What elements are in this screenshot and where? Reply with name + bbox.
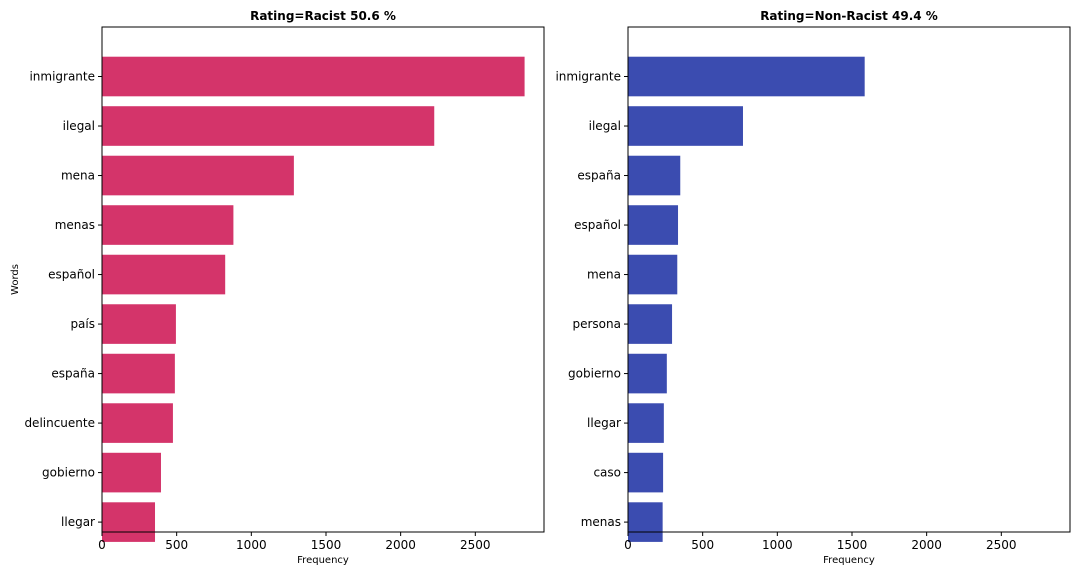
y-tick-label: caso bbox=[593, 466, 621, 480]
x-tick-label: 500 bbox=[691, 538, 714, 552]
y-tick-label: mena bbox=[587, 268, 621, 282]
plot-frame bbox=[627, 26, 1071, 533]
bar-mena bbox=[102, 155, 294, 196]
y-tick-label: inmigrante bbox=[555, 70, 621, 84]
bar-español bbox=[102, 254, 226, 295]
y-tick-label: menas bbox=[581, 515, 621, 529]
bar-persona bbox=[628, 304, 673, 344]
y-axis-label: Words bbox=[10, 264, 21, 295]
y-tick-label: llegar bbox=[587, 416, 621, 430]
bar-menas bbox=[102, 205, 234, 245]
bar-mena bbox=[628, 254, 678, 295]
x-tick-label: 2000 bbox=[911, 538, 942, 552]
y-tick-label: gobierno bbox=[568, 367, 621, 381]
x-tick-label: 0 bbox=[98, 538, 106, 552]
y-tick-label: menas bbox=[55, 218, 95, 232]
bar-inmigrante bbox=[102, 56, 525, 97]
x-tick-label: 1500 bbox=[837, 538, 868, 552]
chart-title: Rating=Racist 50.6 % bbox=[250, 9, 396, 23]
bar-delincuente bbox=[102, 403, 173, 443]
bar-país bbox=[102, 304, 176, 344]
bar-menas bbox=[628, 502, 663, 542]
bar-inmigrante bbox=[628, 56, 865, 97]
y-tick-label: llegar bbox=[61, 515, 95, 529]
y-tick-label: gobierno bbox=[42, 466, 95, 480]
y-tick-label: país bbox=[70, 317, 95, 331]
plot-frame bbox=[101, 26, 545, 533]
x-axis-label: Frequency bbox=[823, 555, 875, 566]
y-tick-label: inmigrante bbox=[29, 70, 95, 84]
x-tick-label: 0 bbox=[624, 538, 632, 552]
y-tick-label: persona bbox=[573, 317, 622, 331]
bar-españa bbox=[102, 353, 175, 394]
y-tick-label: mena bbox=[61, 169, 95, 183]
x-tick-label: 500 bbox=[165, 538, 188, 552]
x-tick-label: 2000 bbox=[385, 538, 416, 552]
x-tick-label: 1500 bbox=[311, 538, 342, 552]
y-tick-label: español bbox=[48, 268, 95, 282]
bar-llegar bbox=[628, 403, 664, 443]
x-tick-label: 1000 bbox=[762, 538, 793, 552]
y-tick-label: españa bbox=[51, 367, 95, 381]
x-tick-label: 2500 bbox=[986, 538, 1017, 552]
y-tick-label: ilegal bbox=[589, 119, 621, 133]
bar-español bbox=[628, 205, 679, 245]
bar-ilegal bbox=[102, 106, 435, 146]
x-axis-label: Frequency bbox=[297, 555, 349, 566]
y-tick-label: españa bbox=[577, 169, 621, 183]
bar-gobierno bbox=[102, 452, 161, 493]
bar-gobierno bbox=[628, 353, 667, 394]
chart-title: Rating=Non-Racist 49.4 % bbox=[760, 9, 938, 23]
x-tick-label: 2500 bbox=[460, 538, 491, 552]
y-tick-label: español bbox=[574, 218, 621, 232]
bar-ilegal bbox=[628, 106, 743, 146]
x-tick-label: 1000 bbox=[236, 538, 267, 552]
bar-llegar bbox=[102, 502, 156, 542]
bar-caso bbox=[628, 452, 664, 493]
bar-españa bbox=[628, 155, 681, 196]
y-tick-label: delincuente bbox=[24, 416, 95, 430]
y-tick-label: ilegal bbox=[63, 119, 95, 133]
